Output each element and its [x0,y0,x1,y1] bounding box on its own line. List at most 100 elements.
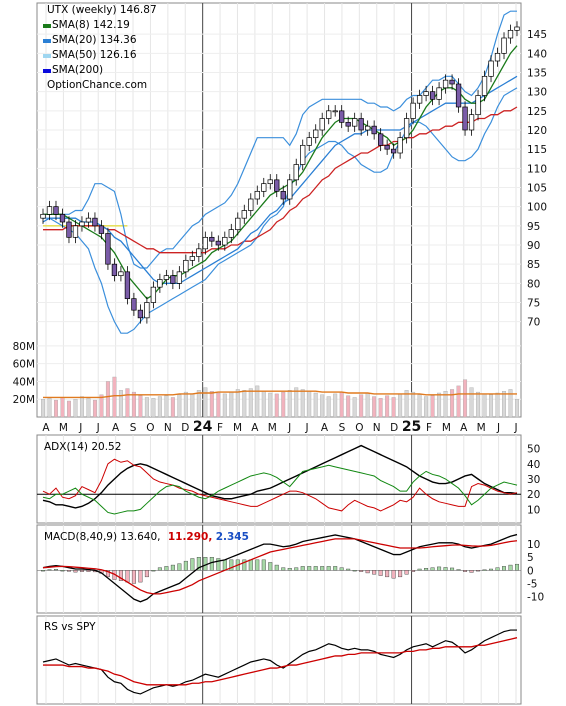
candle-body [390,148,397,154]
macd-histogram-bar [248,559,253,571]
volume-bar [79,396,84,418]
candle-body [384,144,390,150]
macd-tick-label: 5 [527,552,534,564]
candle-body [105,233,111,265]
x-tick-label: J [78,422,82,434]
macd-frame [36,524,522,614]
volume-bar [456,385,461,418]
volume-bar [229,391,234,418]
price-tick-label: 80 [527,278,540,290]
macd-histogram-bar [346,568,351,571]
candle-body [319,118,325,131]
volume-bar [235,389,240,418]
macd-histogram-bar [372,570,377,575]
candle-body [365,125,371,131]
macd-histogram-bar [229,559,234,571]
candle-body [241,210,247,219]
volume-bar [502,391,506,418]
candle-body [131,298,137,311]
price-tick-label: 95 [527,221,540,233]
candle-body [494,52,501,62]
adx-title: ADX(14) 20.52 [44,441,122,453]
x-tick-label: S [339,422,346,434]
volume-bar [92,399,97,418]
volume-bar [437,392,442,418]
x-tick-label: F [217,422,223,434]
volume-bar [385,395,390,418]
legend-item: SMA(50) 126.16 [43,48,157,63]
candle-body [280,190,286,200]
adx-line [42,444,518,509]
macd-histogram-bar [489,568,494,571]
x-tick-label: N [164,422,172,434]
legend-swatch [43,68,51,73]
macd-histogram-bar [255,559,260,571]
candle-body [332,110,338,113]
x-tick-label: O [146,422,154,434]
candle-body [397,137,403,154]
macd-histogram-bar [502,566,506,571]
volume-bar [320,394,325,418]
volume-bar [209,391,214,418]
macd-histogram-bar [287,568,292,571]
volume-bar [430,395,435,418]
macd-histogram-bar [242,559,247,571]
candle-body [248,198,254,211]
macd-histogram-bar [294,567,299,571]
x-tick-label: O [355,422,363,434]
x-tick-label: S [130,422,137,434]
legend-swatch [43,23,51,28]
candle-body [144,302,150,319]
legend-item: SMA(200) [43,63,157,78]
volume-bar [66,400,71,418]
candle-body [170,275,176,284]
price-tick-label: 140 [527,48,547,60]
candle-body [79,221,85,227]
macd-histogram-bar [385,570,390,578]
minus-di-line [42,458,518,512]
macd-histogram-bar [196,557,201,571]
volume-bar [346,395,351,418]
candle-body [429,91,436,100]
x-tick-label: J [287,422,291,434]
x-tick-label: D [390,422,398,434]
volume-bar [515,399,519,418]
candle-body [222,236,228,246]
volume-bar [443,391,448,418]
legend-item: SMA(20) 134.36 [43,33,157,48]
volume-bar [60,397,65,418]
candle-body [183,259,189,273]
macd-histogram-bar [424,568,429,571]
macd-histogram-bar [60,570,65,572]
x-tick-label: A [460,422,468,434]
volume-bar [294,387,299,418]
candle-body [306,137,312,146]
x-tick-label: J [496,422,500,434]
volume-tick-label: 80M [13,341,35,353]
macd-histogram-bar [261,559,266,571]
macd-histogram-bar [274,564,279,571]
macd-histogram-bar [508,564,513,571]
candle-body [124,271,131,300]
volume-bar [476,391,481,418]
macd-tick-label: 0 [527,565,534,577]
rs-title: RS vs SPY [44,621,96,633]
price-tick-label: 145 [527,29,547,41]
legend-label: SMA(8) 142.19 [52,19,130,31]
candle-body [111,263,118,277]
bollinger-upper-line [43,10,517,269]
volume-bar [99,394,104,418]
volume-bar [281,391,286,418]
volume-bar [261,391,266,418]
volume-bar [183,391,188,418]
volume-bar [508,389,513,418]
x-tick-label: M [59,422,68,434]
macd-histogram-bar [54,569,58,571]
candle-body [235,217,241,231]
candle-body [98,225,105,234]
rs-frame [36,615,522,705]
macd-histogram-bar [144,570,149,578]
candle-body [59,213,66,223]
adx-tick-label: 40 [527,459,540,471]
